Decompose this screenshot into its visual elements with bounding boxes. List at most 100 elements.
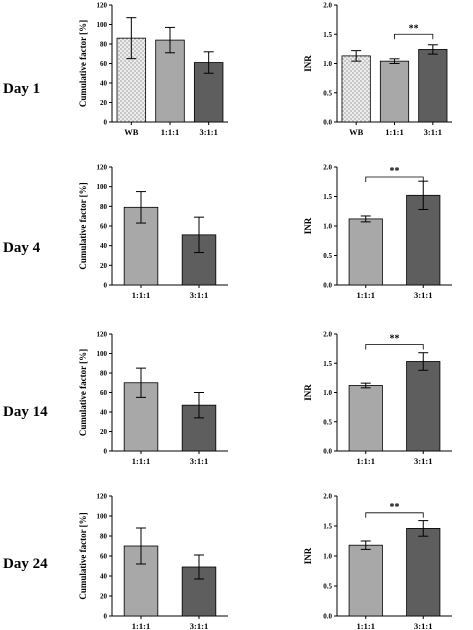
significance-bracket xyxy=(394,33,434,40)
y-tick-label: 1.5 xyxy=(323,31,332,39)
bar-chart-1: 0.0 0.5 1.0 1.5 2.0 INR WB 1:1:1 3:1:1 ** xyxy=(303,2,452,137)
y-tick-label: 1.5 xyxy=(323,360,332,368)
y-tick-label: 0.5 xyxy=(323,583,332,591)
y-axis-label: INR xyxy=(303,55,313,72)
x-tick-label: 3:1:1 xyxy=(424,127,442,137)
chart-panels: 0 20 40 60 80 100 120 Cumulative factor [%] WB 1:… xyxy=(78,2,452,630)
y-tick-label: 20 xyxy=(100,262,108,270)
y-tick-label: 1.0 xyxy=(323,553,332,561)
y-tick-label: 40 xyxy=(100,80,108,88)
y-tick-label: 120 xyxy=(97,2,108,10)
y-axis-label: INR xyxy=(303,547,313,564)
bar xyxy=(379,60,410,123)
x-tick-label: 3:1:1 xyxy=(414,456,432,466)
significance-bracket xyxy=(365,344,424,350)
y-tick-label: 80 xyxy=(100,370,108,378)
x-tick-label: 1:1:1 xyxy=(161,127,179,137)
significance-label: ** xyxy=(390,502,400,513)
y-tick-label: 120 xyxy=(97,164,108,172)
bar xyxy=(406,361,441,452)
y-tick-label: 0.5 xyxy=(323,89,332,97)
row-label-day-24: Day 24 xyxy=(3,556,48,572)
y-tick-label: 2.0 xyxy=(323,493,332,501)
x-tick-label: 1:1:1 xyxy=(132,290,150,300)
y-tick-label: 0.5 xyxy=(323,252,332,260)
y-axis-label: Cumulative factor [%] xyxy=(78,20,88,107)
significance-label: ** xyxy=(390,166,400,177)
bar xyxy=(418,49,448,123)
bar-chart-7: 0.0 0.5 1.0 1.5 2.0 INR 1:1:1 3:1:1 ** xyxy=(303,493,452,630)
y-axis-label: INR xyxy=(303,217,313,234)
y-tick-label: 20 xyxy=(100,593,108,601)
y-tick-label: 2.0 xyxy=(323,2,332,10)
row-label-day-1: Day 1 xyxy=(3,81,40,97)
bar xyxy=(348,218,383,286)
y-tick-label: 2.0 xyxy=(323,164,332,172)
x-tick-label: 1:1:1 xyxy=(132,456,150,466)
y-tick-label: 0.0 xyxy=(323,613,332,621)
bar xyxy=(348,385,383,452)
y-axis-label: Cumulative factor [%] xyxy=(78,349,88,436)
y-tick-label: 0 xyxy=(104,119,108,127)
x-tick-label: 1:1:1 xyxy=(385,127,403,137)
y-tick-label: 60 xyxy=(100,553,108,561)
y-tick-label: 100 xyxy=(97,21,108,29)
x-tick-label: 3:1:1 xyxy=(190,621,208,630)
y-tick-label: 0.0 xyxy=(323,448,332,456)
x-tick-label: 3:1:1 xyxy=(414,621,432,630)
y-tick-label: 1.0 xyxy=(323,60,332,68)
y-tick-label: 40 xyxy=(100,242,108,250)
y-tick-label: 0.0 xyxy=(323,119,332,127)
y-tick-label: 20 xyxy=(100,428,108,436)
bar xyxy=(406,528,441,617)
y-tick-label: 1.0 xyxy=(323,223,332,231)
y-tick-label: 40 xyxy=(100,573,108,581)
significance-label: ** xyxy=(409,23,419,34)
y-tick-label: 0 xyxy=(104,613,108,621)
y-tick-label: 60 xyxy=(100,223,108,231)
significance-bracket xyxy=(365,176,424,183)
x-tick-label: 3:1:1 xyxy=(190,456,208,466)
x-tick-label: WB xyxy=(124,127,139,137)
y-tick-label: 0.5 xyxy=(323,418,332,426)
bar xyxy=(348,544,383,617)
y-tick-label: 80 xyxy=(100,533,108,541)
y-tick-label: 20 xyxy=(100,99,108,107)
x-tick-label: 1:1:1 xyxy=(357,621,375,630)
row-label-day-4: Day 4 xyxy=(3,240,41,256)
bar-chart-3: 0.0 0.5 1.0 1.5 2.0 INR 1:1:1 3:1:1 ** xyxy=(303,164,452,300)
bar-chart-6: 0 20 40 60 80 100 120 Cumulative factor [%] 1:1:… xyxy=(78,493,228,630)
bar xyxy=(341,55,371,123)
x-tick-label: 3:1:1 xyxy=(190,290,208,300)
y-tick-label: 2.0 xyxy=(323,331,332,339)
x-tick-label: 1:1:1 xyxy=(357,290,375,300)
bar-chart-0: 0 20 40 60 80 100 120 Cumulative factor [%] WB 1:… xyxy=(78,2,228,137)
y-axis-label: Cumulative factor [%] xyxy=(78,182,88,269)
y-tick-label: 80 xyxy=(100,41,108,49)
y-tick-label: 1.5 xyxy=(323,193,332,201)
y-tick-label: 60 xyxy=(100,389,108,397)
y-tick-label: 1.5 xyxy=(323,523,332,531)
y-tick-label: 40 xyxy=(100,409,108,417)
y-tick-label: 120 xyxy=(97,331,108,339)
y-axis-label: INR xyxy=(303,384,313,401)
y-tick-label: 1.0 xyxy=(323,389,332,397)
significance-bracket xyxy=(365,512,424,518)
y-axis-label: Cumulative factor [%] xyxy=(78,512,88,599)
y-tick-label: 0 xyxy=(104,448,108,456)
y-tick-label: 0.0 xyxy=(323,282,332,290)
x-tick-label: 3:1:1 xyxy=(414,290,432,300)
y-tick-label: 60 xyxy=(100,60,108,68)
x-tick-label: WB xyxy=(349,127,364,137)
y-tick-label: 100 xyxy=(97,183,108,191)
significance-label: ** xyxy=(390,334,400,345)
x-tick-label: 3:1:1 xyxy=(199,127,217,137)
bar-chart-4: 0 20 40 60 80 100 120 Cumulative factor [%] 1:1:… xyxy=(78,331,228,466)
bar-chart-2: 0 20 40 60 80 100 120 Cumulative factor [%] 1:1:… xyxy=(78,164,228,300)
bar-chart-5: 0.0 0.5 1.0 1.5 2.0 INR 1:1:1 3:1:1 ** xyxy=(303,331,452,466)
y-tick-label: 0 xyxy=(104,282,108,290)
x-tick-label: 1:1:1 xyxy=(132,621,150,630)
y-tick-label: 80 xyxy=(100,203,108,211)
y-tick-label: 120 xyxy=(97,493,108,501)
